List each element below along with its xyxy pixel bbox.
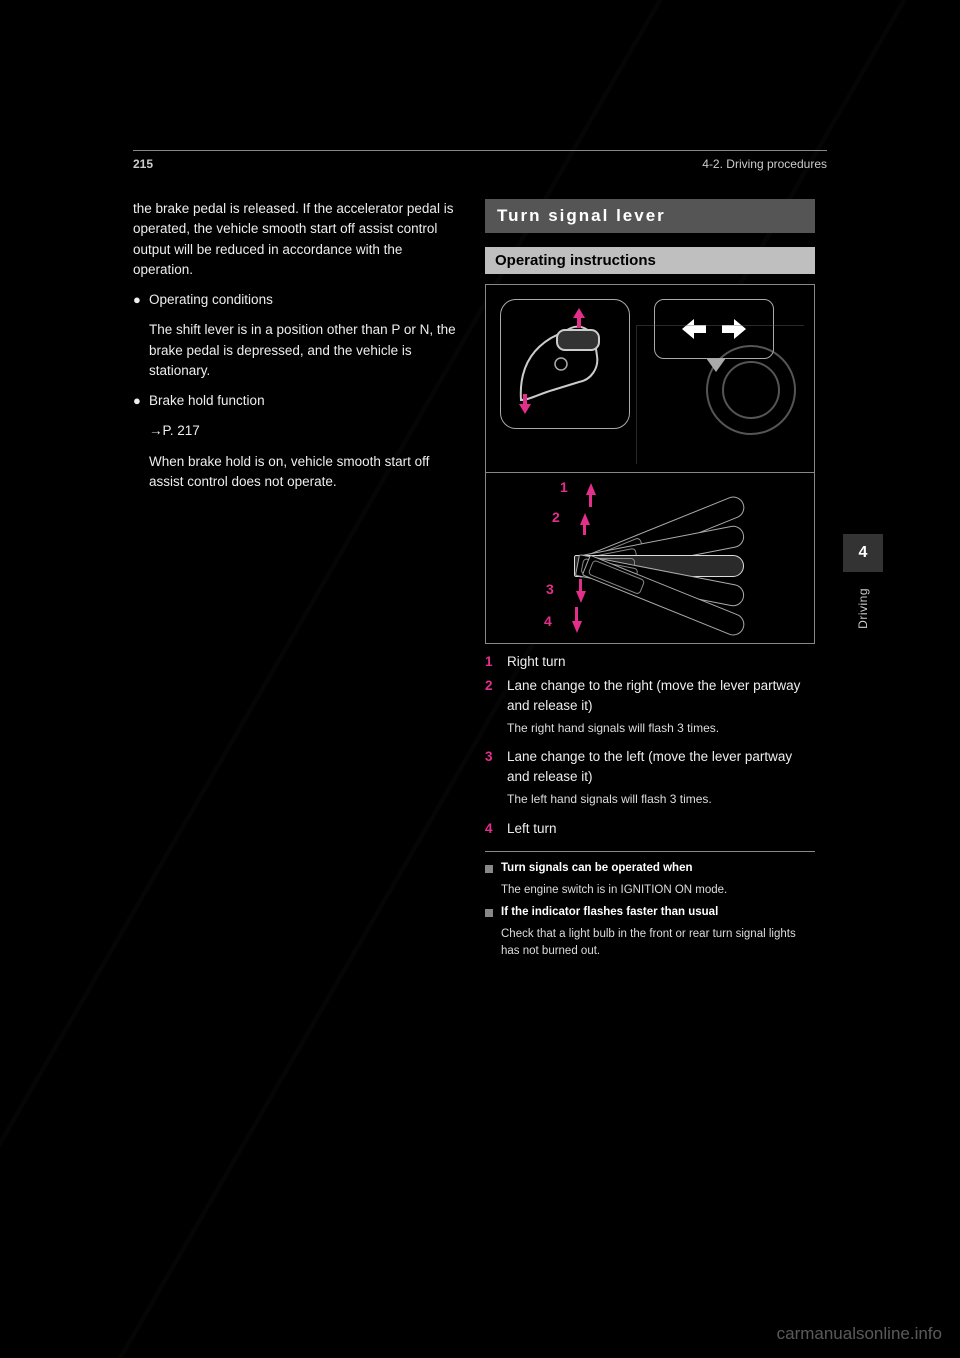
bullet-brake-hold: ● Brake hold function — [133, 391, 463, 411]
bullet-body: The shift lever is in a position other t… — [149, 320, 463, 381]
note-item: Turn signals can be operated when — [485, 862, 815, 874]
figure-upper-panel — [486, 285, 814, 473]
bullet-title: Operating conditions — [149, 290, 273, 310]
arrow-stem — [583, 525, 586, 535]
header-rule — [133, 150, 827, 151]
figure-label-1: 1 — [560, 479, 568, 495]
steering-wheel-icon — [706, 345, 796, 435]
list-number: 4 — [485, 819, 499, 839]
arrow-down-icon — [572, 621, 582, 633]
bullet-title: Brake hold function — [149, 391, 265, 411]
operating-list: 1 Right turn 2Lane change to the right (m… — [485, 652, 815, 843]
left-column: the brake pedal is released. If the acce… — [133, 199, 463, 968]
list-item: 1 Right turn — [485, 652, 815, 672]
arrow-stem — [589, 495, 592, 507]
list-subtext: The left hand signals will flash 3 times… — [507, 791, 815, 808]
chapter-number: 4 — [843, 534, 883, 572]
list-item: 2Lane change to the right (move the leve… — [485, 676, 815, 716]
lever-closeup-illustration — [500, 299, 630, 429]
arrow-stem — [575, 607, 578, 621]
note-title: Turn signals can be operated when — [501, 862, 693, 874]
section-title-bar: Turn signal lever — [485, 199, 815, 233]
arrow-down-icon — [576, 591, 586, 603]
arrow-up-icon — [586, 483, 596, 495]
figure-label-4: 4 — [544, 613, 552, 629]
bullet-operating-conditions: ● Operating conditions — [133, 290, 463, 310]
bullet-dot-icon: ● — [133, 391, 141, 411]
list-item: 4 Left turn — [485, 819, 815, 839]
para-continuation: the brake pedal is released. If the acce… — [133, 199, 463, 280]
page-reference: →P. 217 — [149, 421, 463, 441]
figure-lower-panel: 1 2 3 4 — [486, 473, 814, 643]
bullet-body: When brake hold is on, vehicle smooth st… — [149, 452, 463, 493]
arrow-up-icon — [580, 513, 590, 525]
list-text: Left turn — [507, 819, 815, 839]
list-subtext: The right hand signals will flash 3 time… — [507, 720, 815, 737]
page-number: 215 — [133, 157, 153, 171]
lever-positions-diagram — [574, 485, 784, 645]
note-title: If the indicator flashes faster than usu… — [501, 906, 718, 918]
list-number: 2 — [485, 676, 499, 716]
note-marker-icon — [485, 865, 493, 873]
list-number: 1 — [485, 652, 499, 672]
hand-lever-icon — [501, 300, 631, 430]
watermark-text: carmanualsonline.info — [777, 1324, 942, 1344]
chapter-side-tab: 4 Driving — [843, 534, 883, 629]
list-number: 3 — [485, 747, 499, 787]
chapter-label: Driving — [856, 588, 870, 629]
list-text: Right turn — [507, 652, 815, 672]
turn-signal-figure: 1 2 3 4 — [485, 284, 815, 644]
note-body: Check that a light bulb in the front or … — [501, 926, 815, 959]
figure-label-2: 2 — [552, 509, 560, 525]
figure-label-3: 3 — [546, 581, 554, 597]
list-item: 3Lane change to the left (move the lever… — [485, 747, 815, 787]
list-text: Lane change to the right (move the lever… — [507, 676, 815, 716]
subsection-bar: Operating instructions — [485, 247, 815, 274]
note-item: If the indicator flashes faster than usu… — [485, 906, 815, 918]
section-label: 4-2. Driving procedures — [702, 157, 827, 171]
note-body: The engine switch is in IGNITION ON mode… — [501, 882, 815, 899]
list-text: Lane change to the left (move the lever … — [507, 747, 815, 787]
right-column: Turn signal lever Operating instructions — [485, 199, 815, 968]
arrow-stem — [579, 579, 582, 591]
page-content: 215 4-2. Driving procedures the brake pe… — [133, 150, 827, 968]
note-marker-icon — [485, 909, 493, 917]
divider — [485, 851, 815, 852]
page-header: 215 4-2. Driving procedures — [133, 157, 827, 171]
bullet-dot-icon: ● — [133, 290, 141, 310]
